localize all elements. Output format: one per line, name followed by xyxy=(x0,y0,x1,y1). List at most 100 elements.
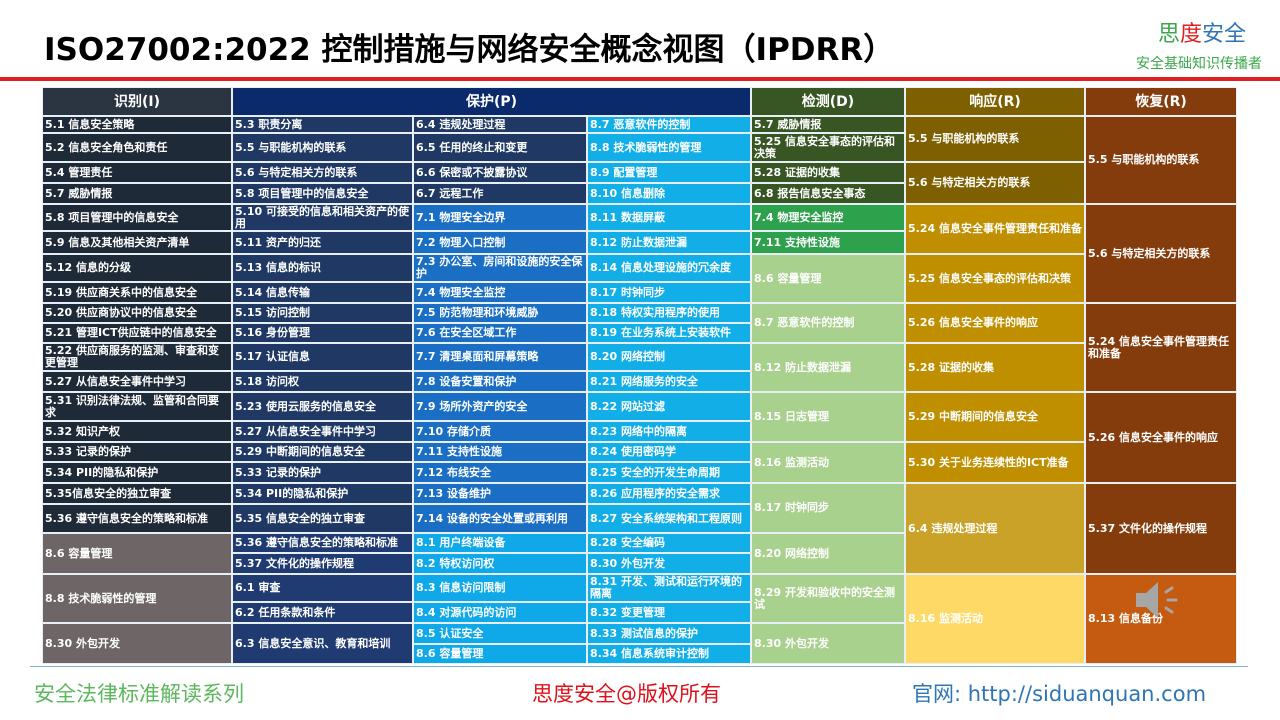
title: ISO27002:2022 控制措施与网络安全概念视图（IPDRR） xyxy=(44,32,895,68)
table-cell: 7.4 物理安全监控 xyxy=(413,282,587,303)
column-header: 恢复(R) xyxy=(1085,87,1237,116)
divider xyxy=(0,77,1280,81)
table-cell: 8.17 时钟同步 xyxy=(587,282,751,303)
table-cell: 5.33 记录的保护 xyxy=(232,462,413,483)
table-cell: 8.11 数据屏蔽 xyxy=(587,204,751,231)
table-cell: 8.16 监测活动 xyxy=(905,574,1085,664)
table-cell: 5.5 与职能机构的联系 xyxy=(905,116,1085,162)
table-cell: 8.15 日志管理 xyxy=(751,392,905,442)
table-cell: 7.11 支持性设施 xyxy=(751,231,905,254)
table-cell: 6.3 信息安全意识、教育和培训 xyxy=(232,623,413,664)
table-cell: 7.14 设备的安全处置或再利用 xyxy=(413,504,587,533)
table-cell: 8.30 外包开发 xyxy=(42,623,232,664)
table-cell: 5.19 供应商关系中的信息安全 xyxy=(42,282,232,303)
table-cell: 6.8 报告信息安全事态 xyxy=(751,183,905,204)
table-cell: 5.9 信息及其他相关资产清单 xyxy=(42,231,232,254)
table-cell: 5.11 资产的归还 xyxy=(232,231,413,254)
table-cell: 5.29 中断期间的信息安全 xyxy=(905,392,1085,442)
table-cell: 8.7 恶意软件的控制 xyxy=(751,303,905,343)
column-header: 检测(D) xyxy=(751,87,905,116)
table-cell: 8.8 技术脆弱性的管理 xyxy=(42,574,232,623)
table-cell: 5.8 项目管理中的信息安全 xyxy=(42,204,232,231)
table-cell: 8.14 信息处理设施的冗余度 xyxy=(587,254,751,282)
table-cell: 7.3 办公室、房间和设施的安全保护 xyxy=(413,254,587,282)
table-cell: 7.7 清理桌面和屏幕策略 xyxy=(413,343,587,371)
brand-subtitle: 安全基础知识传播者 xyxy=(1136,56,1262,72)
table-cell: 8.24 使用密码学 xyxy=(587,442,751,462)
table-cell: 8.16 监测活动 xyxy=(751,442,905,483)
table-cell: 5.20 供应商协议中的信息安全 xyxy=(42,303,232,323)
table-cell: 8.23 网络中的隔离 xyxy=(587,421,751,442)
footer-left: 安全法律标准解读系列 xyxy=(34,682,244,706)
table-cell: 8.3 信息访问限制 xyxy=(413,574,587,602)
table-cell: 8.22 网站过滤 xyxy=(587,392,751,421)
table-cell: 5.27 从信息安全事件中学习 xyxy=(232,421,413,442)
table-cell: 8.25 安全的开发生命周期 xyxy=(587,462,751,483)
table-cell: 5.25 信息安全事态的评估和决策 xyxy=(905,254,1085,303)
table-cell: 6.5 任用的终止和变更 xyxy=(413,133,587,162)
table-cell: 8.27 安全系统架构和工程原则 xyxy=(587,504,751,533)
table-cell: 5.7 威胁情报 xyxy=(42,183,232,204)
table-cell: 5.28 证据的收集 xyxy=(751,162,905,183)
table-cell: 8.9 配置管理 xyxy=(587,162,751,183)
table-cell: 5.31 识别法律法规、监管和合同要求 xyxy=(42,392,232,421)
table-cell: 5.13 信息的标识 xyxy=(232,254,413,282)
table-cell: 7.5 防范物理和环境威胁 xyxy=(413,303,587,323)
table-cell: 7.10 存储介质 xyxy=(413,421,587,442)
table-cell: 5.12 信息的分级 xyxy=(42,254,232,282)
column-header: 响应(R) xyxy=(905,87,1085,116)
column-header: 保护(P) xyxy=(232,87,751,116)
table-cell: 6.7 远程工作 xyxy=(413,183,587,204)
table-cell: 5.5 与职能机构的联系 xyxy=(232,133,413,162)
table-cell: 5.4 管理责任 xyxy=(42,162,232,183)
brand-part: 度 xyxy=(1179,22,1202,47)
table-cell: 5.28 证据的收集 xyxy=(905,343,1085,392)
table-cell: 8.20 网络控制 xyxy=(751,533,905,574)
table-cell: 5.8 项目管理中的信息安全 xyxy=(232,183,413,204)
table-cell: 6.2 任用条款和条件 xyxy=(232,602,413,623)
table-cell: 7.8 设备安置和保护 xyxy=(413,371,587,392)
table-cell: 5.6 与特定相关方的联系 xyxy=(905,162,1085,204)
table-cell: 5.37 文件化的操作规程 xyxy=(1085,483,1237,574)
table-cell: 5.17 认证信息 xyxy=(232,343,413,371)
table-cell: 5.16 身份管理 xyxy=(232,323,413,343)
column-header: 识别(I) xyxy=(42,87,232,116)
table-cell: 8.18 特权实用程序的使用 xyxy=(587,303,751,323)
table-cell: 7.2 物理入口控制 xyxy=(413,231,587,254)
table-cell: 8.30 外包开发 xyxy=(751,623,905,664)
table-cell: 8.21 网络服务的安全 xyxy=(587,371,751,392)
table-cell: 8.28 安全编码 xyxy=(587,533,751,553)
table-cell: 6.4 违规处理过程 xyxy=(905,483,1085,574)
footer-right: 官网: http://siduanquan.com xyxy=(912,682,1207,706)
table-cell: 7.11 支持性设施 xyxy=(413,442,587,462)
brand-part: 思 xyxy=(1157,22,1180,47)
table-cell: 7.12 布线安全 xyxy=(413,462,587,483)
table-cell: 8.1 用户终端设备 xyxy=(413,533,587,553)
table-cell: 7.4 物理安全监控 xyxy=(751,204,905,231)
table-cell: 5.33 记录的保护 xyxy=(42,442,232,462)
table-cell: 5.7 威胁情报 xyxy=(751,116,905,133)
table-cell: 5.30 关于业务连续性的ICT准备 xyxy=(905,442,1085,483)
table-cell: 5.18 访问权 xyxy=(232,371,413,392)
table-cell: 8.2 特权访问权 xyxy=(413,553,587,574)
table-cell: 5.22 供应商服务的监测、审查和变更管理 xyxy=(42,343,232,371)
table-cell: 5.10 可接受的信息和相关资产的使用 xyxy=(232,204,413,231)
table-cell: 8.26 应用程序的安全需求 xyxy=(587,483,751,504)
table-cell: 8.12 防止数据泄漏 xyxy=(587,231,751,254)
table-cell: 5.21 管理ICT供应链中的信息安全 xyxy=(42,323,232,343)
table-cell: 6.4 违规处理过程 xyxy=(413,116,587,133)
table-cell: 8.6 容量管理 xyxy=(751,254,905,303)
table-cell: 7.9 场所外资产的安全 xyxy=(413,392,587,421)
table-cell: 8.34 信息系统审计控制 xyxy=(587,644,751,664)
table-cell: 5.3 职责分离 xyxy=(232,116,413,133)
table-cell: 5.26 信息安全事件的响应 xyxy=(905,303,1085,343)
table-cell: 5.14 信息传输 xyxy=(232,282,413,303)
table-cell: 8.30 外包开发 xyxy=(587,553,751,574)
table-cell: 5.35 信息安全的独立审查 xyxy=(232,504,413,533)
table-cell: 8.29 开发和验收中的安全测试 xyxy=(751,574,905,623)
table-cell: 8.17 时钟同步 xyxy=(751,483,905,533)
table-cell: 5.36 遵守信息安全的策略和标准 xyxy=(232,533,413,553)
table-cell: 5.1 信息安全策略 xyxy=(42,116,232,133)
table-cell: 6.6 保密或不披露协议 xyxy=(413,162,587,183)
